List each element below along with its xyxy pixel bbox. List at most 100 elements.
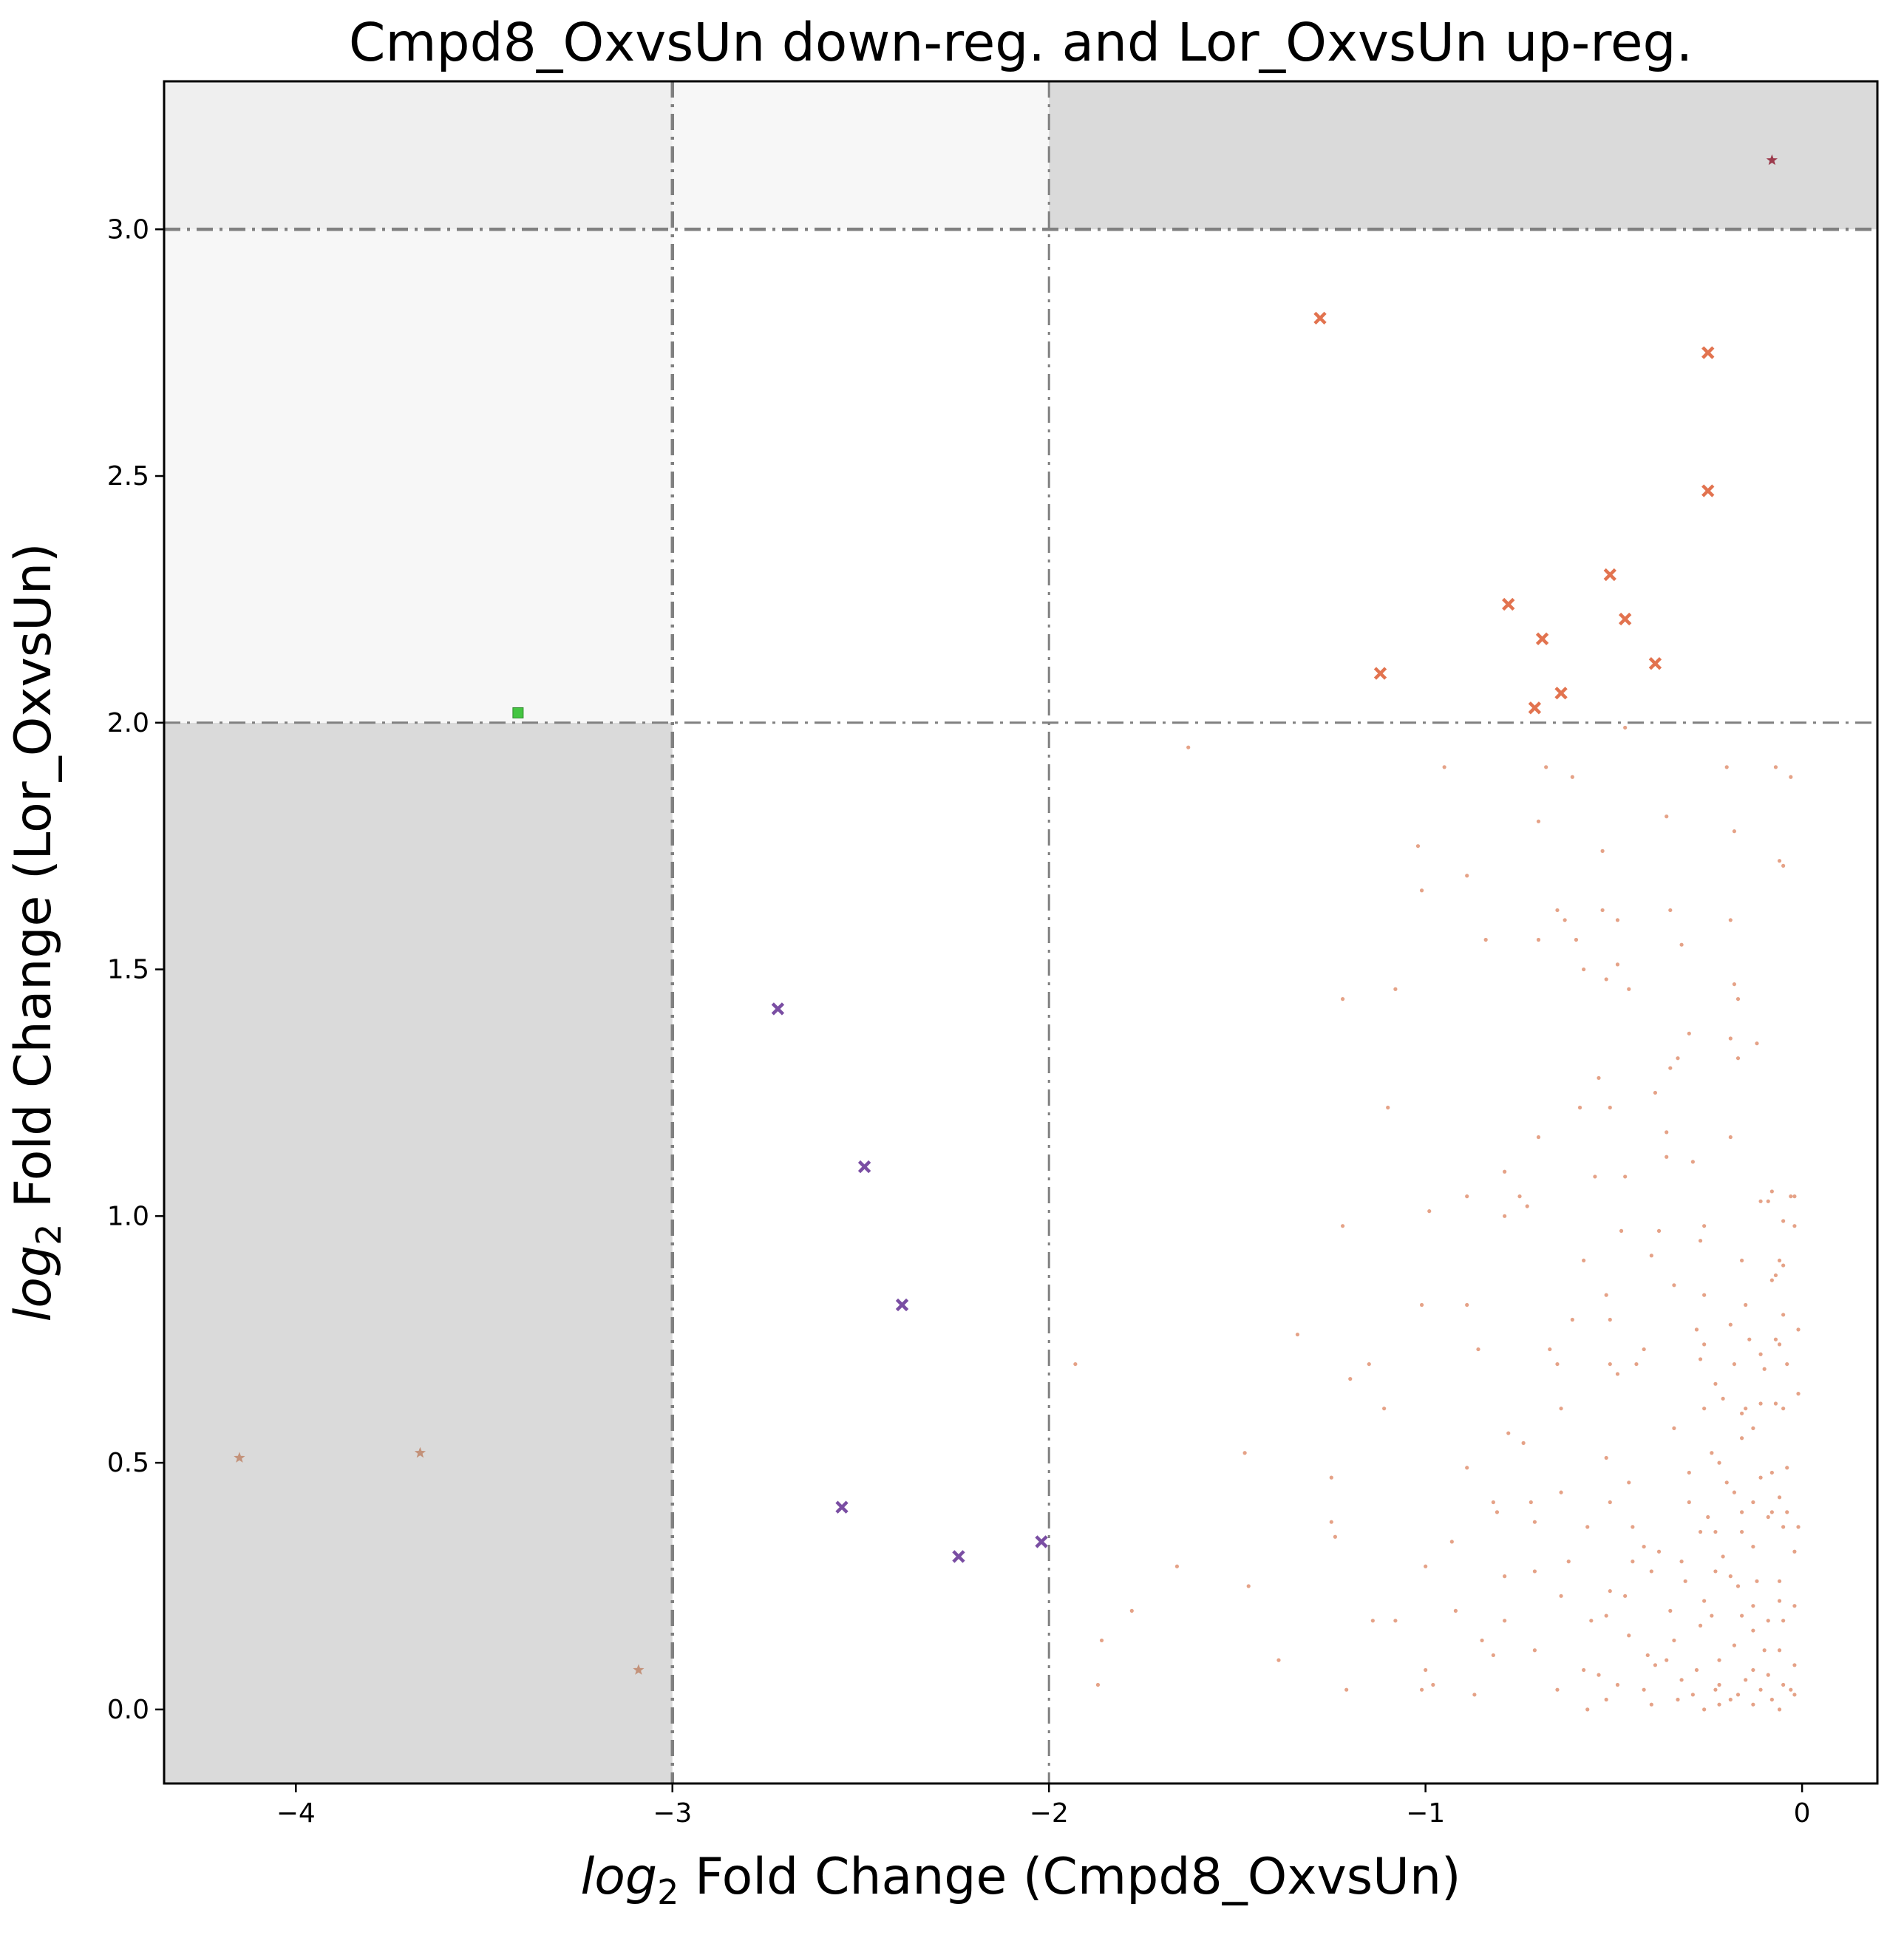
data-point: [895, 1298, 909, 1312]
shaded-region-1: [164, 229, 673, 723]
data-point: [1604, 1613, 1608, 1618]
data-point: [1679, 942, 1684, 947]
data-point: [1751, 1500, 1755, 1505]
data-point: [1789, 1194, 1793, 1199]
data-point: [1555, 1361, 1560, 1367]
data-point: [1732, 1643, 1737, 1647]
data-point: [1724, 1480, 1729, 1485]
x-axis-label: log2 Fold Change (Cmpd8_OxvsUn): [580, 1848, 1461, 1912]
data-point: [1653, 1663, 1658, 1667]
data-point: [1665, 1154, 1669, 1159]
data-point: [1503, 1169, 1507, 1174]
data-point: [234, 1452, 245, 1463]
x-axis-label-log: log: [580, 1848, 657, 1906]
data-point: [1442, 765, 1446, 769]
data-point: [1744, 1407, 1748, 1411]
data-point: [1769, 1510, 1774, 1514]
data-point: [1683, 1579, 1687, 1583]
data-point: [1129, 1608, 1134, 1613]
data-point: [1615, 1372, 1620, 1376]
data-point: [1769, 1278, 1774, 1282]
data-point: [1751, 1544, 1755, 1549]
data-point: [1735, 1056, 1741, 1061]
data-point: [1710, 1613, 1714, 1618]
data-point: [1570, 1317, 1574, 1322]
data-point: [1668, 1066, 1673, 1070]
data-point: [1694, 1327, 1699, 1332]
data-point: [1344, 1687, 1349, 1692]
data-point: [1577, 1105, 1582, 1110]
data-point: [835, 1500, 849, 1514]
data-point: [1329, 1475, 1333, 1480]
data-point: [1535, 632, 1549, 645]
data-point: [1604, 977, 1608, 982]
data-point: [1773, 765, 1778, 769]
data-point: [1035, 1535, 1048, 1548]
x-tick-label: −1: [1406, 1798, 1445, 1829]
data-point: [1648, 657, 1662, 670]
data-point: [1755, 1579, 1759, 1583]
data-point: [1687, 1500, 1691, 1505]
data-point: [1597, 1673, 1601, 1677]
data-point: [1333, 1534, 1337, 1539]
data-point: [1769, 1470, 1774, 1475]
data-point: [952, 1550, 965, 1563]
data-point: [1744, 1678, 1748, 1682]
data-point: [1751, 1702, 1755, 1707]
data-point: [1559, 1407, 1563, 1411]
data-point: [1627, 1633, 1631, 1638]
data-point: [1608, 1589, 1612, 1594]
data-point: [1603, 568, 1616, 582]
shaded-regions: [164, 81, 1877, 1783]
data-point: [1724, 765, 1729, 769]
data-point: [1777, 1599, 1782, 1603]
data-point: [414, 1446, 426, 1458]
data-point: [1559, 1594, 1563, 1598]
data-point: [1419, 1302, 1424, 1307]
data-point: [1608, 1317, 1612, 1322]
data-point: [1615, 962, 1620, 967]
data-point: [1687, 1031, 1691, 1035]
data-point: [1544, 765, 1548, 769]
data-point: [1642, 1347, 1646, 1352]
x-axis-label-rest: Fold Change (Cmpd8_OxvsUn): [679, 1848, 1461, 1906]
data-point: [1073, 1361, 1078, 1367]
data-point: [1419, 888, 1424, 893]
data-point: [1672, 1283, 1676, 1288]
data-point: [1698, 1529, 1703, 1534]
data-point: [1373, 667, 1387, 680]
data-point: [1728, 1697, 1733, 1702]
data-point: [1649, 1702, 1653, 1707]
data-point: [1766, 1673, 1770, 1677]
shaded-region-3: [672, 81, 1050, 230]
data-point: [1702, 1224, 1707, 1228]
data-point: [512, 707, 524, 718]
plot-frame: [163, 80, 1879, 1785]
data-point: [1649, 1569, 1653, 1574]
data-point: [1536, 819, 1541, 823]
data-point: [1665, 815, 1669, 819]
data-point: [1555, 908, 1560, 913]
data-point: [1566, 1560, 1571, 1564]
data-point: [1367, 1361, 1371, 1367]
data-point: [1698, 1239, 1703, 1243]
data-point: [1728, 918, 1733, 922]
data-point: [1465, 874, 1469, 878]
data-point: [1739, 1411, 1744, 1415]
x-tick-label: −3: [653, 1798, 692, 1829]
data-point: [1702, 1707, 1707, 1712]
data-point: [1554, 687, 1568, 700]
data-point: [1777, 1342, 1782, 1347]
data-point: [1732, 1490, 1737, 1494]
data-point: [1665, 1130, 1669, 1135]
data-point: [1796, 1392, 1801, 1396]
data-point: [1529, 1500, 1533, 1505]
data-point: [1604, 1455, 1608, 1460]
data-point: [1785, 1510, 1789, 1514]
data-point: [1751, 1667, 1755, 1673]
data-point: [1698, 1357, 1703, 1361]
data-point: [1717, 1658, 1721, 1662]
data-point: [1789, 1687, 1793, 1692]
data-point: [1600, 849, 1605, 853]
